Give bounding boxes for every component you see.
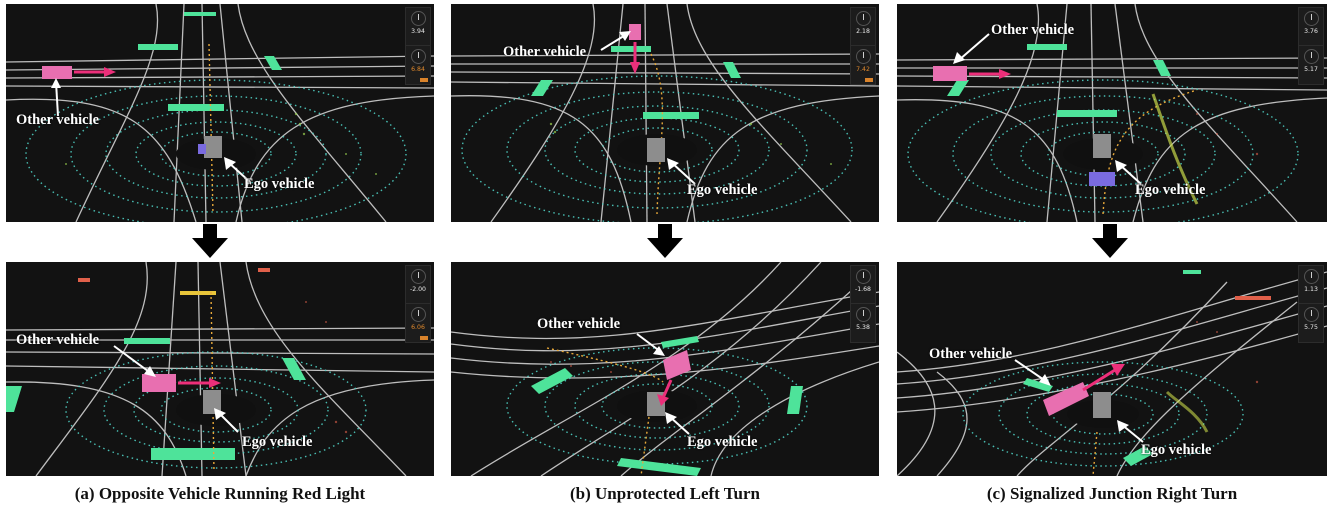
other-vehicle-box — [142, 374, 176, 392]
acceleration-gauge: 1.13 — [1299, 266, 1323, 304]
other-vehicle-box — [663, 350, 691, 380]
dial-icon — [411, 269, 426, 284]
other-vehicle-label: Other vehicle — [503, 44, 587, 60]
acceleration-gauge: -1.68 — [851, 266, 875, 304]
gauge-panel: -2.00 6.06 — [405, 265, 431, 343]
gauge-panel: 1.13 5.75 — [1298, 265, 1324, 343]
other-vehicle-label: Other vehicle — [537, 316, 621, 332]
dial-icon — [1304, 269, 1319, 284]
ego-vehicle-label: Ego vehicle — [1141, 442, 1212, 458]
other-vehicle-label: Other vehicle — [16, 112, 100, 128]
ego-vehicle-label: Ego vehicle — [242, 434, 313, 450]
scenario-c-after-scene — [897, 270, 1327, 476]
other-vehicle-box — [629, 24, 641, 40]
ego-vehicle-box — [204, 136, 222, 158]
scenario-b-before-scene — [451, 4, 879, 222]
caption-c: (c) Signalized Junction Right Turn — [986, 484, 1238, 503]
scenario-a-after-scene — [6, 262, 434, 476]
acceleration-gauge: -2.00 — [406, 266, 430, 304]
gauge-panel: 3.94 6.84 — [405, 7, 431, 85]
ego-vehicle-box — [647, 138, 665, 162]
speed-gauge: 6.84 — [406, 46, 430, 84]
scenario-c-before-panel: 3.76 5.17 Other vehicle Ego vehicle — [897, 4, 1327, 222]
acceleration-gauge: 3.94 — [406, 8, 430, 46]
gauge-panel: 2.18 7.42 — [850, 7, 876, 85]
scenario-c-before-scene — [897, 4, 1327, 222]
down-arrow-icon — [647, 224, 683, 258]
scenario-c-after-panel: 1.13 5.75 Other vehicle Ego vehicle — [897, 262, 1327, 476]
down-arrow-icon — [192, 224, 228, 258]
other-vehicle-label: Other vehicle — [16, 332, 100, 348]
speed-gauge: 6.06 — [406, 304, 430, 342]
dial-icon — [1304, 49, 1319, 64]
dial-icon — [411, 307, 426, 322]
speed-gauge: 5.75 — [1299, 304, 1323, 342]
acceleration-gauge: 3.76 — [1299, 8, 1323, 46]
ego-vehicle-label: Ego vehicle — [244, 176, 315, 192]
gauge-panel: -1.68 5.38 — [850, 265, 876, 343]
scenario-a-after-panel: -2.00 6.06 Other vehicle Ego vehicle — [6, 262, 434, 476]
dial-icon — [856, 11, 871, 26]
caption-a: (a) Opposite Vehicle Running Red Light — [74, 484, 366, 503]
ego-vehicle-box — [1093, 134, 1111, 158]
ego-vehicle-label: Ego vehicle — [687, 434, 758, 450]
other-vehicle-box — [933, 66, 967, 81]
caption-b: (b) Unprotected Left Turn — [570, 484, 760, 503]
dial-icon — [856, 269, 871, 284]
dial-icon — [411, 11, 426, 26]
ego-vehicle-label: Ego vehicle — [687, 182, 758, 198]
ego-vehicle-box — [1093, 392, 1111, 418]
down-arrow-icon — [1092, 224, 1128, 258]
other-vehicle-label: Other vehicle — [991, 22, 1075, 38]
dial-icon — [856, 49, 871, 64]
dial-icon — [411, 49, 426, 64]
other-vehicle-box — [42, 66, 72, 79]
other-vehicle-box — [1043, 382, 1089, 416]
speed-gauge: 5.38 — [851, 304, 875, 342]
scenario-b-after-panel: -1.68 5.38 Other vehicle Ego vehicle — [451, 262, 879, 476]
speed-gauge: 7.42 — [851, 46, 875, 84]
gauge-panel: 3.76 5.17 — [1298, 7, 1324, 85]
scenario-b-before-panel: 2.18 7.42 Other vehicle Ego vehicle — [451, 4, 879, 222]
dial-icon — [856, 307, 871, 322]
dial-icon — [1304, 11, 1319, 26]
ego-vehicle-label: Ego vehicle — [1135, 182, 1206, 198]
dial-icon — [1304, 307, 1319, 322]
speed-gauge: 5.17 — [1299, 46, 1323, 84]
ego-vehicle-box — [203, 390, 221, 414]
scenario-a-before-scene — [6, 4, 434, 222]
other-vehicle-label: Other vehicle — [929, 346, 1013, 362]
acceleration-gauge: 2.18 — [851, 8, 875, 46]
scenario-b-after-scene — [451, 262, 879, 476]
scenario-a-before-panel: 3.94 6.84 Other vehicle Ego vehicle — [6, 4, 434, 222]
